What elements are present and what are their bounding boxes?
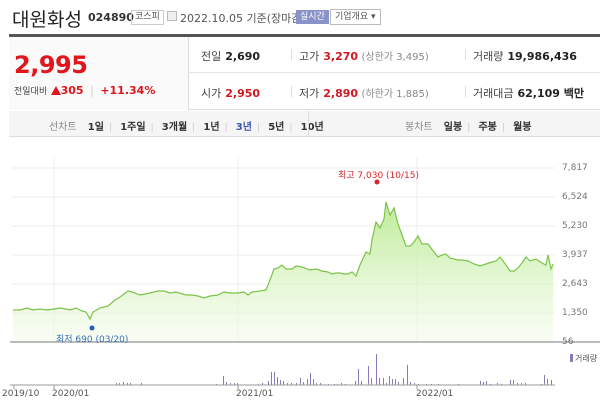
chart-svg	[10, 158, 600, 389]
upper-limit: (상한가 3,495)	[361, 52, 429, 63]
current-price-box: 2,995 전일대비 305 | +11.34%	[9, 37, 189, 110]
tab-monthly[interactable]: 월봉	[513, 122, 532, 133]
tab-3y[interactable]: 3년	[235, 122, 252, 133]
calendar-icon	[167, 11, 177, 21]
up-triangle-icon	[50, 86, 61, 95]
volume-label: 거래량	[473, 50, 504, 63]
tab-10y[interactable]: 10년	[300, 122, 324, 133]
y-tick: 7,817	[562, 163, 588, 173]
price-area	[13, 202, 553, 342]
price-change: 전일대비 305 | +11.34%	[14, 84, 155, 97]
company-overview-dropdown[interactable]: 기업개요 ▾	[330, 9, 381, 25]
price-line	[13, 201, 554, 321]
tab-weekly[interactable]: 주봉	[478, 122, 497, 133]
low-value: 2,890	[323, 87, 359, 100]
x-tick: 2020/01	[52, 389, 90, 399]
prev-close: 전일 2,690	[201, 48, 260, 64]
tab-3m[interactable]: 3개월	[161, 122, 188, 133]
stock-header: 대원화성 024890 코스피 2022.10.05 기준(장마감) 실시간 기…	[0, 0, 600, 34]
company-name: 대원화성	[12, 9, 82, 31]
low-annotation: 최저 690 (03/20)	[56, 335, 129, 345]
y-tick: 5,230	[562, 221, 588, 231]
divider: |	[90, 84, 94, 97]
summary-row-1: 전일 2,690 고가 3,270 (상한가 3,495) 거래량 19,986,43…	[189, 37, 600, 73]
prev-close-value: 2,690	[225, 50, 261, 63]
volume-value: 19,986,436	[507, 50, 577, 63]
tab-1w[interactable]: 1주일	[120, 122, 146, 133]
x-tick: 2021/01	[236, 389, 274, 399]
open-value: 2,950	[225, 87, 261, 100]
tab-5y[interactable]: 5년	[268, 122, 285, 133]
price-chart[interactable]: 7,817 6,524 5,230 3,937 2,643 1,350 56 최…	[0, 140, 600, 408]
realtime-button[interactable]: 실시간	[296, 10, 329, 24]
high-value: 3,270	[323, 50, 359, 63]
summary-row-2: 시가 2,950 저가 2,890 (하한가 1,885) 거래대금 62,109 백…	[189, 74, 600, 110]
date-text: 2022.10.05 기준(장마감)	[180, 12, 306, 25]
tab-daily[interactable]: 일봉	[443, 122, 463, 133]
volume-bars	[116, 354, 552, 385]
header-divider	[9, 34, 600, 37]
change-label: 전일대비	[14, 87, 48, 97]
high-marker	[374, 179, 380, 185]
low-label: 저가	[299, 87, 320, 100]
open-label: 시가	[201, 87, 222, 100]
line-chart-label: 선차트	[49, 122, 77, 133]
lower-limit: (하한가 1,885)	[361, 89, 429, 100]
price-summary: 2,995 전일대비 305 | +11.34% 전일 2,690 고가 3,270…	[9, 37, 600, 110]
y-tick: 56	[562, 337, 574, 347]
amount-label: 거래대금	[473, 87, 514, 100]
volume: 거래량 19,986,436	[465, 48, 577, 64]
candle-chart-label: 봉차트	[405, 122, 433, 133]
y-tick: 2,643	[562, 279, 588, 289]
change-value: 305	[60, 84, 84, 97]
market-badge: 코스피	[131, 10, 164, 25]
x-tick: 2022/01	[416, 389, 454, 399]
prev-close-label: 전일	[201, 50, 222, 63]
volume-swatch	[570, 354, 573, 362]
low-marker	[89, 325, 95, 331]
y-tick: 6,524	[562, 192, 588, 202]
candle-chart-tabs: 봉차트 일봉 | 주봉 | 월봉	[405, 122, 532, 133]
current-price: 2,995	[14, 51, 88, 79]
chart-period-tabs: 선차트 1일 | 1주일 | 3개월 | 1년 | 3년 | 5년 | 10년 봉차트 일봉…	[9, 111, 600, 137]
high-price: 고가 3,270 (상한가 3,495)	[291, 48, 429, 64]
x-axis-ticks	[13, 385, 418, 389]
y-tick: 1,350	[562, 308, 588, 318]
low-price: 저가 2,890 (하한가 1,885)	[291, 85, 429, 101]
tab-1y[interactable]: 1년	[203, 122, 220, 133]
stock-code: 024890	[88, 11, 134, 24]
high-label: 고가	[299, 50, 320, 63]
volume-legend: 거래량	[570, 353, 597, 364]
line-chart-tabs: 선차트 1일 | 1주일 | 3개월 | 1년 | 3년 | 5년 | 10년	[49, 122, 324, 133]
tabs-divider	[308, 111, 309, 137]
open-price: 시가 2,950	[201, 85, 260, 101]
trade-amount: 거래대금 62,109 백만	[464, 85, 585, 101]
volume-legend-label: 거래량	[575, 354, 598, 363]
change-percent: +11.34%	[100, 84, 156, 97]
amount-value: 62,109 백만	[517, 87, 585, 100]
high-annotation: 최고 7,030 (10/15)	[338, 171, 420, 181]
y-tick: 3,937	[562, 250, 588, 260]
tab-1d[interactable]: 1일	[87, 122, 104, 133]
x-tick: 2019/10	[2, 389, 40, 399]
